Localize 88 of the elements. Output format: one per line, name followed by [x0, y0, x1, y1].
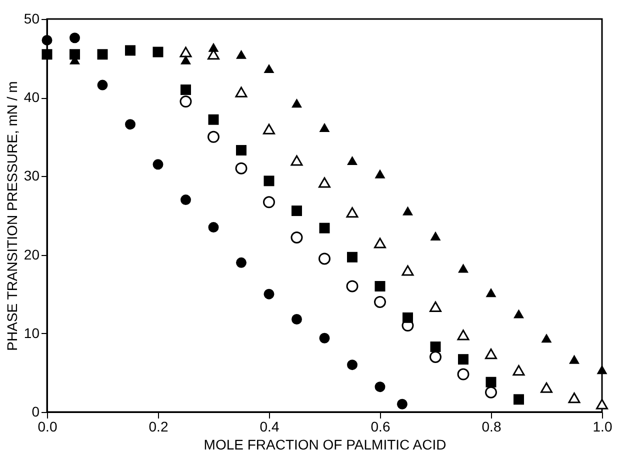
point	[402, 206, 413, 216]
point	[264, 288, 274, 300]
point	[347, 156, 358, 166]
point	[97, 80, 108, 90]
point	[514, 394, 524, 405]
point	[236, 50, 246, 59]
y-tick-label: 20	[24, 246, 40, 262]
point	[540, 382, 552, 393]
point	[374, 238, 386, 248]
point	[264, 64, 274, 74]
point	[236, 145, 246, 156]
point	[292, 98, 302, 108]
point	[402, 265, 414, 276]
point	[318, 177, 330, 188]
x-tick-label: 0.8	[482, 418, 502, 434]
point	[125, 45, 136, 56]
point	[374, 169, 386, 178]
point	[430, 301, 442, 312]
point	[374, 296, 386, 308]
point	[430, 342, 441, 352]
point	[292, 206, 302, 216]
point	[208, 114, 219, 125]
y-tick-label: 40	[24, 89, 40, 106]
point	[318, 252, 330, 265]
point	[346, 280, 358, 292]
point	[152, 46, 164, 58]
point	[125, 119, 136, 130]
point	[180, 55, 191, 64]
point	[458, 264, 468, 273]
point	[457, 368, 470, 380]
point	[569, 354, 580, 364]
y-axis-title: PHASE TRANSITION PRESSURE, mN / m	[4, 81, 20, 351]
point	[236, 257, 246, 268]
point	[430, 231, 441, 240]
point	[512, 365, 525, 376]
y-tick-label: 30	[24, 168, 40, 184]
point	[290, 232, 303, 244]
point	[235, 162, 248, 174]
point	[485, 348, 497, 360]
point	[347, 360, 358, 370]
point	[263, 196, 275, 208]
point	[290, 155, 303, 166]
point	[430, 350, 442, 363]
x-tick-label: 1.0	[592, 418, 612, 434]
point	[346, 207, 358, 218]
point	[180, 84, 191, 95]
point	[152, 159, 164, 170]
point	[70, 32, 80, 44]
point	[486, 288, 496, 298]
point	[596, 365, 608, 374]
y-tick-label: 10	[24, 324, 40, 341]
y-tick-label: 0	[32, 404, 40, 420]
x-tick-label: 0.6	[370, 418, 390, 434]
point	[319, 222, 330, 234]
point	[42, 34, 52, 46]
point	[374, 382, 386, 392]
x-tick-label: 0.4	[260, 418, 280, 434]
point	[263, 124, 275, 134]
point	[180, 96, 192, 108]
point	[374, 280, 386, 292]
point	[292, 314, 302, 324]
x-tick-label: 0.2	[148, 418, 168, 434]
y-tick-label: 50	[24, 10, 40, 26]
point	[208, 222, 219, 233]
point	[70, 49, 80, 60]
point	[596, 398, 608, 410]
point	[457, 330, 470, 340]
x-axis-title: MOLE FRACTION OF PALMITIC ACID	[204, 436, 446, 452]
point	[485, 386, 497, 398]
point	[319, 122, 330, 132]
point	[458, 354, 468, 365]
point	[568, 392, 580, 404]
point	[235, 86, 248, 98]
point	[541, 334, 552, 343]
point	[180, 194, 191, 206]
point	[264, 176, 274, 186]
point	[486, 376, 496, 388]
x-tick-label: 0.0	[38, 418, 58, 434]
point	[347, 252, 358, 262]
point	[396, 398, 408, 410]
point	[514, 309, 524, 318]
point	[180, 46, 192, 58]
point	[42, 49, 52, 60]
point	[208, 130, 220, 143]
point	[319, 332, 330, 344]
point	[402, 312, 413, 323]
point	[208, 42, 219, 52]
point	[97, 49, 108, 60]
